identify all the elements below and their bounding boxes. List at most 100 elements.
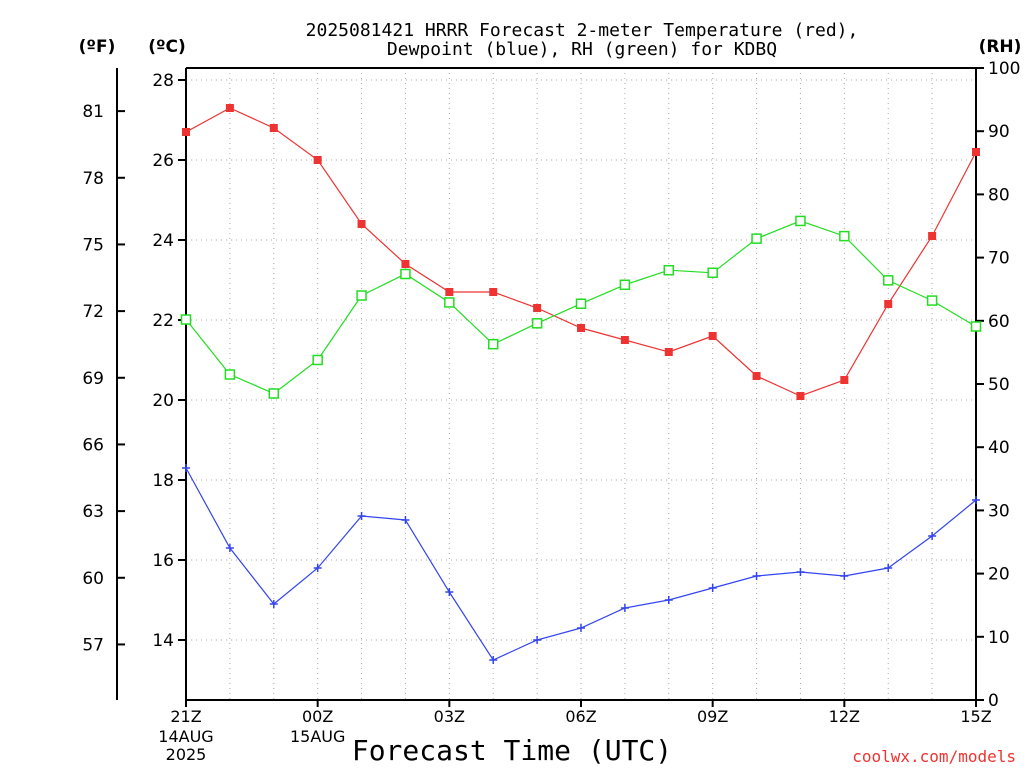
dewpoint-point [972,496,980,504]
celsius-tick-label: 26 [152,151,174,171]
rh-point [531,318,543,329]
rh-tick-label: 60 [988,312,1010,332]
x-tick-label: 09Z [697,707,728,726]
fahrenheit-tick-label: 60 [82,569,104,589]
temperature-point [533,304,542,312]
series-rh [180,215,982,399]
rh-point [356,290,367,301]
temperature-point [401,260,410,268]
credit-text: coolwx.com/models [852,747,1016,766]
rh-tick-label: 50 [988,375,1010,395]
celsius-tick-label: 28 [152,71,174,91]
temperature-point [752,372,761,380]
tick-labels: 14 16 18 20 22 24 26 28 57 60 63 66 69 72 75 78 81 0 10 20 3… [82,59,1020,764]
dewpoint-point [664,596,673,604]
fahrenheit-tick-label: 66 [82,435,104,455]
series-dewpoint [182,464,980,664]
x-tick-sublabel: 2025 [166,745,207,764]
rh-tick-label: 90 [988,122,1010,142]
rh-point [751,233,762,244]
dewpoint-point [884,564,893,572]
temperature-point [972,148,980,156]
dewpoint-point [752,572,761,580]
celsius-tick-label: 20 [152,391,174,411]
celsius-axis-unit: (ºC) [148,37,186,57]
temperature-point [840,376,849,384]
rh-point [224,369,236,380]
celsius-tick-label: 22 [152,311,174,331]
temperature-point [796,392,805,400]
fahrenheit-tick-label: 69 [82,369,104,389]
dewpoint-point [840,572,849,580]
rh-axis-unit: (RH) [979,37,1022,57]
chart-subtitle: Dewpoint (blue), RH (green) for KDBQ [387,39,777,60]
x-tick-sublabel: 14AUG [158,727,213,746]
temperature-point [313,156,322,164]
celsius-tick-label: 16 [152,551,174,571]
rh-tick-label: 0 [988,691,999,711]
x-tick-label: 15Z [960,707,991,726]
rh-point [268,388,280,399]
x-tick-sublabel: 15AUG [290,727,345,746]
dewpoint-point [489,656,498,664]
x-axis-label: Forecast Time (UTC) [352,734,672,767]
dewpoint-point [620,604,629,612]
fahrenheit-tick-label: 78 [82,169,104,189]
dewpoint-point [533,636,542,644]
temperature-point [357,220,366,228]
x-tick-label: 06Z [565,707,596,726]
rh-point [707,267,718,279]
dewpoint-point [401,516,410,524]
series-temperature [182,104,980,400]
series-layer [180,104,982,664]
rh-point [180,314,192,325]
rh-point [882,275,894,286]
fahrenheit-axis-unit: (ºF) [79,37,116,57]
rh-point [487,338,499,350]
dewpoint-point [796,568,805,576]
temperature-point [445,288,454,296]
grid-lines [186,68,976,700]
temperature-point [577,324,585,332]
dewpoint-point [708,584,717,592]
rh-point [795,215,806,227]
celsius-tick-label: 24 [152,231,174,251]
fahrenheit-tick-label: 63 [82,502,104,522]
rh-point [400,268,411,280]
rh-point [663,264,675,276]
x-tick-label: 00Z [302,707,333,726]
rh-tick-label: 70 [988,249,1010,269]
dewpoint-point [225,544,234,552]
dewpoint-point [182,464,190,472]
temperature-point [884,300,893,308]
rh-point [312,354,323,366]
temperature-point [269,124,278,132]
fahrenheit-tick-label: 75 [82,235,104,255]
x-tick-label: 12Z [829,707,860,726]
rh-point [444,297,455,308]
rh-tick-label: 30 [988,501,1010,521]
temperature-point [620,336,629,344]
temperature-point [928,232,937,240]
dewpoint-point [269,600,278,608]
fahrenheit-tick-label: 81 [82,102,104,122]
rh-point [575,298,587,309]
celsius-tick-label: 14 [152,631,174,651]
rh-point [839,230,850,242]
dewpoint-point [928,532,937,540]
temperature-point [708,332,717,340]
temperature-point [664,348,673,356]
dewpoint-point [357,512,366,520]
celsius-tick-label: 18 [152,471,174,491]
chart-title: 2025081421 HRRR Forecast 2-meter Tempera… [306,20,859,41]
rh-point [926,295,938,306]
temperature-point [489,288,498,296]
dewpoint-point [313,564,322,572]
dewpoint-point [577,624,585,632]
rh-tick-label: 100 [988,59,1020,79]
rh-tick-label: 80 [988,185,1010,205]
fahrenheit-tick-label: 72 [82,302,104,322]
temperature-point [182,128,190,136]
rh-point [970,321,982,332]
